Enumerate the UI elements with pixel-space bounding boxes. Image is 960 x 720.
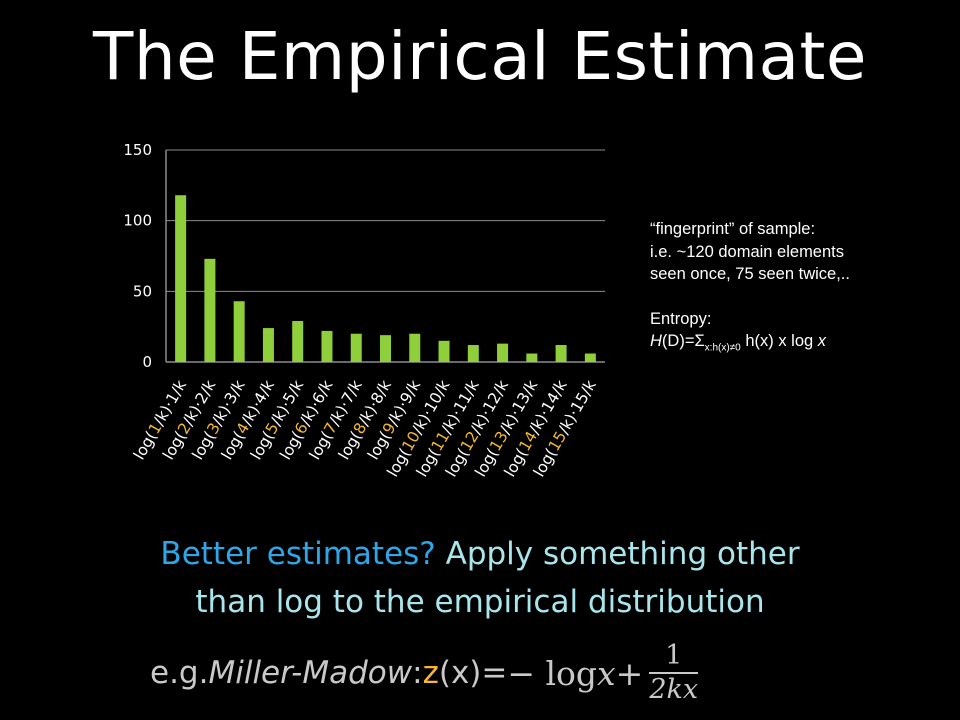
formula-rest: h(x) x log — [740, 332, 818, 350]
bar — [175, 195, 187, 362]
x-var: x — [597, 653, 616, 693]
apply-text: Apply something other — [435, 536, 800, 572]
bar — [584, 353, 596, 362]
bar — [555, 345, 567, 362]
fingerprint-notes: “fingerprint” of sample: i.e. ~120 domai… — [650, 218, 850, 360]
miller-madow-line: e.g. Miller-Madow: z(x)=− log x + 1 2kx — [150, 640, 699, 712]
slide-title: The Empirical Estimate — [93, 18, 867, 95]
y-tick-label: 100 — [123, 212, 152, 230]
formula-sub: x:h(x)≠0 — [704, 342, 741, 354]
bar — [526, 353, 538, 362]
bar — [321, 330, 333, 362]
formula-x: x — [817, 332, 827, 350]
chart-grid — [165, 149, 605, 363]
question-text: Better estimates? — [160, 536, 436, 572]
y-tick-label: 150 — [123, 141, 152, 159]
z-text: z — [422, 655, 439, 691]
y-tick-label: 0 — [142, 353, 152, 371]
bar — [438, 340, 450, 362]
bar — [409, 333, 421, 362]
entropy-label: Entropy: — [650, 309, 712, 328]
notes-line-2: i.e. ~120 domain elements — [650, 242, 844, 261]
chart-bars — [175, 195, 596, 362]
bar — [350, 333, 362, 362]
fraction: 1 2kx — [649, 640, 699, 706]
bar — [233, 301, 245, 362]
colon-text: : — [412, 655, 423, 691]
bar-chart: 0 50 100 150 log(1/k)·1/klog(2/k)·2/klog(3/… — [123, 141, 605, 480]
better-estimates-line: Better estimates? Apply something other — [0, 536, 960, 572]
chart-x-labels: log(1/k)·1/klog(2/k)·2/klog(3/k)·3/klog(… — [130, 377, 600, 480]
entropy-formula: H(D)=Σx:h(x)≠0 h(x) x log x — [650, 330, 850, 360]
notes-line-3: seen once, 75 seen twice,.. — [650, 265, 850, 283]
bar — [497, 343, 509, 362]
fraction-denominator: 2kx — [649, 674, 699, 705]
bar — [204, 258, 216, 362]
eg-text: e.g. — [150, 655, 209, 691]
formula-d: (D)=Σ — [661, 332, 705, 350]
fraction-numerator: 1 — [649, 640, 699, 674]
bar — [262, 328, 274, 362]
empirical-line: than log to the empirical distribution — [195, 584, 765, 620]
minus-log-text: − log — [507, 653, 598, 693]
miller-madow-text: Miller-Madow — [208, 655, 413, 691]
plus-text: + — [615, 653, 644, 693]
zx-text: (x)= — [438, 655, 508, 691]
bar — [467, 345, 479, 362]
notes-line-1: “fingerprint” of sample: — [650, 220, 816, 238]
y-tick-label: 50 — [133, 282, 152, 300]
chart-y-ticks: 0 50 100 150 — [123, 141, 152, 371]
formula-h: H — [650, 332, 662, 350]
bar — [380, 335, 391, 362]
bar — [292, 321, 304, 362]
